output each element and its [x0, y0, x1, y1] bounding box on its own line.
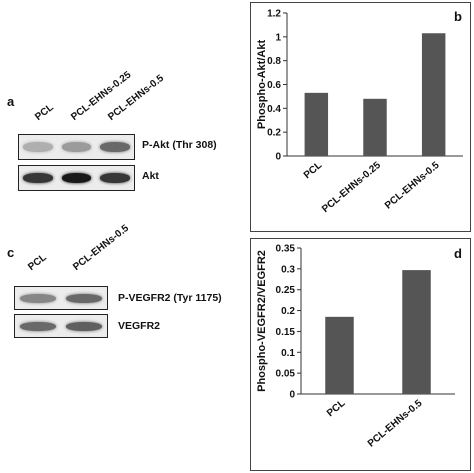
blot-band	[61, 142, 92, 153]
bar	[304, 92, 329, 156]
y-tick-label: 0.3	[281, 264, 295, 275]
x-tick-label: PCL-EHNs-0.5	[366, 398, 425, 450]
panel-letter-a: a	[7, 94, 15, 109]
lane-label-c-1: PCL	[26, 252, 49, 273]
blot-band	[23, 173, 54, 184]
y-tick-label: 0.2	[281, 306, 295, 317]
y-tick-label: 0.1	[281, 348, 295, 359]
blot-band	[99, 173, 130, 184]
blot-akt	[18, 165, 135, 191]
y-tick-label: 1	[275, 32, 281, 43]
blot-band	[61, 173, 92, 184]
bar	[421, 33, 446, 156]
x-tick-label: PCL	[325, 398, 347, 419]
y-tick-label: 0.35	[276, 244, 296, 255]
x-tick-label: PCL-EHNs-0.25	[320, 160, 383, 216]
blot-label-vegfr2: VEGFR2	[118, 320, 161, 332]
blot-band	[20, 321, 56, 331]
x-tick-label: PCL	[302, 160, 324, 181]
lane-label-a-2: PCL-EHNs-0.25	[69, 69, 134, 123]
chart-b: 00.20.40.60.811.2Phospho-Akt/AktPCLPCL-E…	[256, 9, 463, 216]
bar	[363, 98, 387, 156]
chart-frame-d	[250, 238, 471, 471]
panel-letter-d: d	[454, 246, 462, 261]
panel-letter-b: b	[454, 9, 462, 24]
blot-vegfr2	[14, 314, 108, 338]
blot-label-akt: Akt	[142, 170, 159, 182]
y-tick-label: 1.2	[267, 9, 281, 20]
y-axis-label: Phospho-VEGFR2/VEGFR2	[256, 250, 268, 392]
x-tick-label: PCL-EHNs-0.5	[383, 160, 442, 212]
blot-band	[66, 293, 102, 303]
bar	[402, 270, 431, 394]
bar	[325, 316, 354, 394]
lane-label-c-2: PCL-EHNs-0.5	[71, 222, 131, 273]
blot-band	[66, 321, 102, 331]
lane-label-a-1: PCL	[33, 102, 56, 123]
y-axis-label: Phospho-Akt/Akt	[256, 40, 268, 130]
blot-p-akt	[18, 134, 135, 160]
blot-band	[23, 142, 54, 153]
blot-label-p-vegfr2: P-VEGFR2 (Tyr 1175)	[118, 292, 222, 304]
y-tick-label: 0.2	[267, 128, 281, 139]
y-tick-label: 0.05	[276, 369, 296, 380]
y-tick-label: 0.4	[267, 104, 281, 115]
blot-p-vegfr2	[14, 286, 108, 310]
y-tick-label: 0.6	[267, 80, 281, 91]
blot-label-p-akt: P-Akt (Thr 308)	[142, 139, 217, 151]
y-tick-label: 0.15	[276, 327, 296, 338]
y-tick-label: 0	[275, 152, 281, 163]
chart-d: 0 0.05 0.1 0.15 0.2 0.25 0.3 0.35 Phospho-VEGFR2…	[256, 244, 455, 450]
y-tick-label: 0.25	[276, 285, 296, 296]
blot-band	[99, 142, 130, 153]
panel-letter-c: c	[7, 245, 15, 260]
y-tick-label: 0	[289, 390, 295, 401]
y-tick-label: 0.8	[267, 56, 281, 67]
blot-band	[20, 293, 56, 303]
